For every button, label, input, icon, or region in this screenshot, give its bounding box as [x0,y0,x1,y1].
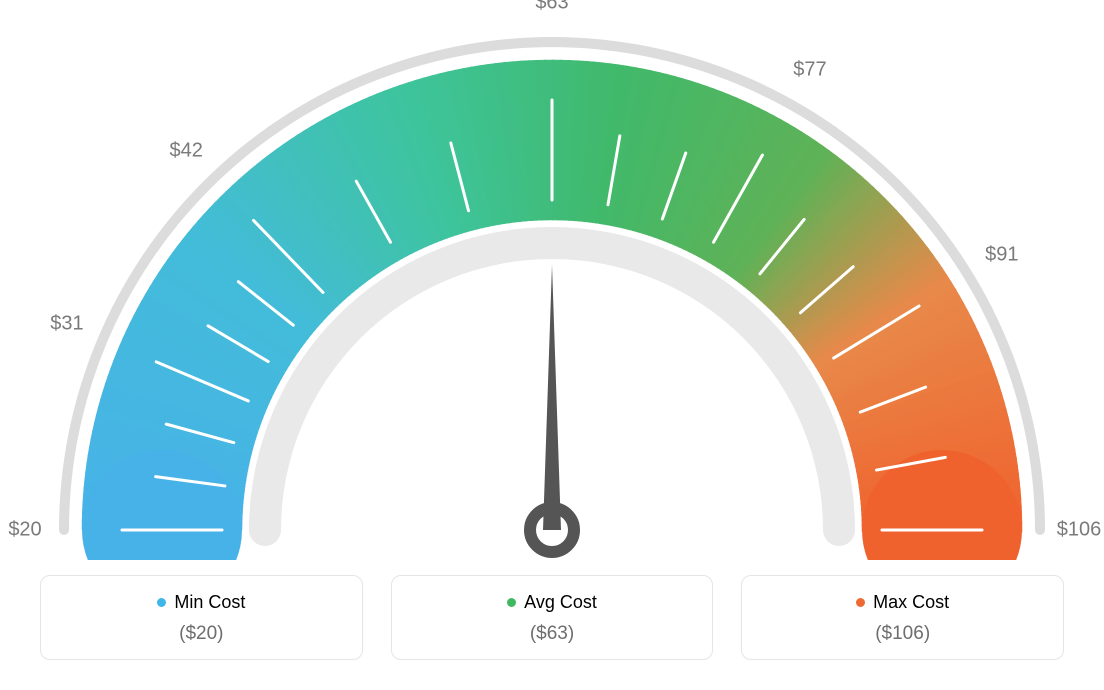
gauge-tick-label: $63 [535,0,568,15]
legend-card-max: Max Cost ($106) [741,575,1064,660]
legend-row: Min Cost ($20) Avg Cost ($63) Max Cost (… [40,575,1064,660]
legend-dot-min [157,598,166,607]
gauge-tick-label: $20 [8,519,41,542]
legend-dot-avg [507,598,516,607]
gauge-svg [0,0,1104,560]
legend-title-max: Max Cost [856,592,949,613]
gauge-area: $20 $31 $42 $63 $77 $91 $106 [0,0,1104,560]
gauge-tick-label: $77 [793,59,826,82]
legend-title-avg: Avg Cost [507,592,597,613]
legend-value-min: ($20) [51,623,352,645]
legend-label-avg: Avg Cost [524,592,597,613]
gauge-tick-label: $91 [985,244,1018,267]
legend-card-avg: Avg Cost ($63) [391,575,714,660]
legend-dot-max [856,598,865,607]
legend-label-max: Max Cost [873,592,949,613]
gauge-tick-label: $42 [170,139,203,162]
legend-card-min: Min Cost ($20) [40,575,363,660]
gauge-tick-label: $106 [1057,519,1102,542]
legend-value-avg: ($63) [402,623,703,645]
legend-title-min: Min Cost [157,592,245,613]
legend-label-min: Min Cost [174,592,245,613]
gauge-tick-label: $31 [50,312,83,335]
legend-value-max: ($106) [752,623,1053,645]
gauge-chart-container: $20 $31 $42 $63 $77 $91 $106 Min Cost ($20) Av… [0,0,1104,690]
